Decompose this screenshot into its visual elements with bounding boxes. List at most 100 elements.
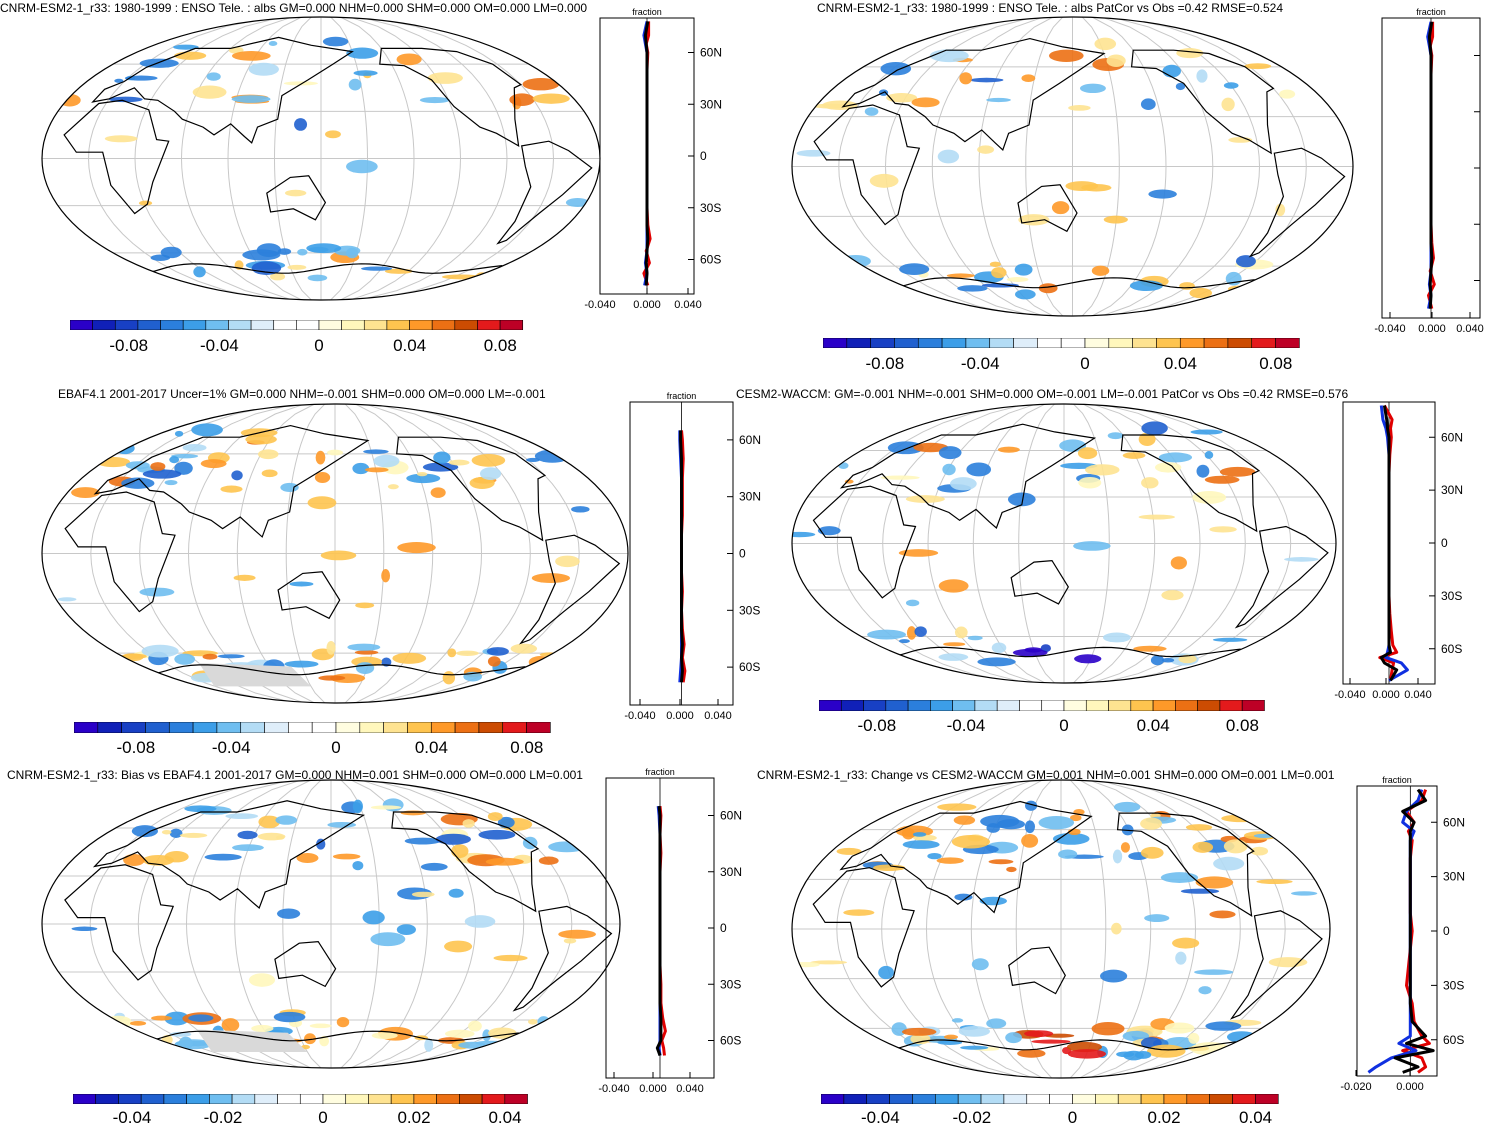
zonal-series-3 — [643, 21, 650, 286]
colorbar-tick-label: -0.08 — [116, 738, 156, 757]
colorbar-swatch — [819, 700, 842, 711]
colorbar-swatch — [168, 722, 194, 733]
colorbar-swatch — [866, 1094, 890, 1104]
zonal-x-tick-label: 0.040 — [1456, 323, 1484, 335]
masked-antarctica — [196, 1029, 308, 1052]
colorbar-tick-label: 0.02 — [1147, 1108, 1181, 1127]
colorbar-swatch — [870, 338, 895, 348]
colorbar-swatch — [121, 722, 146, 733]
panel-title: CNRM-ESM2-1_r33: Change vs CESM2-WACCM G… — [757, 768, 1335, 782]
colorbar-tick-label: -0.08 — [857, 716, 897, 735]
map — [791, 779, 1331, 1079]
colorbar-swatch — [1241, 700, 1265, 711]
graticule — [42, 404, 628, 703]
map — [791, 16, 1354, 317]
latitude-label: 30S — [700, 201, 721, 215]
colorbar-swatch — [889, 1094, 913, 1104]
colorbar-tick-label: 0 — [331, 738, 341, 757]
colorbar-tick-label: 0 — [1067, 1108, 1078, 1127]
zonal-frame — [605, 777, 715, 1079]
colorbar-tick-label: -0.08 — [109, 336, 149, 355]
masked-antarctica — [198, 663, 311, 687]
colorbar-swatch — [1037, 338, 1062, 348]
latitude-label: 30S — [720, 977, 741, 991]
colorbar-swatch — [980, 1094, 1005, 1104]
colorbar-swatch — [273, 320, 297, 330]
colorbar-swatch — [1060, 338, 1086, 348]
colorbar-swatch — [1179, 338, 1205, 348]
colorbar-swatch — [974, 700, 998, 711]
zonal-series-2 — [1379, 405, 1409, 682]
colorbar-swatch — [1175, 700, 1198, 711]
colorbar-swatch — [1209, 1094, 1233, 1104]
panel-title: CESM2-WACCM: GM=-0.001 NHM=-0.001 SHM=0.… — [736, 387, 1349, 401]
colorbar-swatch — [952, 700, 976, 711]
colorbar-swatch — [1255, 1094, 1279, 1104]
zonal-series-1 — [1378, 404, 1399, 681]
colorbar-swatch — [1019, 700, 1043, 711]
zonal-frame — [629, 401, 734, 706]
colorbar-swatch — [526, 722, 551, 733]
zonal-series-3 — [1393, 788, 1435, 1074]
latitude-label: 30N — [1443, 870, 1465, 884]
zonal-x-tick-label: 0.040 — [676, 1083, 704, 1095]
colorbar-swatch — [74, 722, 99, 733]
latitude-label: 60N — [1441, 430, 1463, 444]
colorbar-swatch — [73, 1094, 97, 1104]
colorbar-swatch — [502, 722, 527, 733]
zonal-x-tick-label: -0.040 — [1334, 689, 1365, 701]
colorbar-swatch — [1117, 1094, 1142, 1104]
colorbar-swatch — [1251, 338, 1276, 348]
colorbar-swatch — [1186, 1094, 1210, 1104]
colorbar-swatch — [1041, 700, 1065, 711]
colorbar-swatch — [935, 1094, 959, 1104]
latitude-label: 30N — [739, 490, 761, 504]
latitude-label: 60N — [1443, 815, 1465, 829]
coastlines — [813, 37, 1346, 289]
colorbar-tick-label: 0 — [314, 336, 324, 355]
map — [41, 16, 601, 301]
zonal-x-tick-label: 0.000 — [666, 710, 694, 722]
colorbar-swatch — [1085, 700, 1109, 711]
colorbar-tick-label: -0.04 — [211, 738, 251, 757]
zonal-frame — [599, 17, 695, 295]
zonal-title: fraction — [667, 391, 697, 401]
colorbar-swatch — [885, 700, 909, 711]
colorbar-tick-label: -0.08 — [865, 354, 905, 373]
colorbar-swatch — [359, 722, 384, 733]
colorbar-swatch — [311, 722, 337, 733]
colorbar-swatch — [1130, 700, 1154, 711]
zonal-title: fraction — [1416, 7, 1446, 17]
colorbar-swatch — [296, 320, 320, 330]
zonal-series-3 — [679, 430, 684, 683]
colorbar-swatch — [917, 338, 943, 348]
map — [791, 403, 1337, 684]
colorbar-swatch — [182, 320, 207, 330]
panel-title: CNRM-ESM2-1_r33: 1980-1999 : ENSO Tele. … — [817, 1, 1283, 15]
colorbar-swatch — [335, 722, 361, 733]
colorbar-swatch — [504, 1094, 528, 1104]
colorbar-swatch — [95, 1094, 119, 1104]
colorbar-swatch — [499, 320, 524, 330]
latitude-label: 60S — [700, 253, 721, 267]
colorbar-swatch — [264, 722, 289, 733]
colorbar-tick-label: -0.02 — [952, 1108, 992, 1127]
zonal-series-3 — [1379, 405, 1399, 682]
zonal-series-1 — [680, 430, 687, 683]
colorbar-swatch — [1219, 700, 1243, 711]
colorbar-tick-label: 0.04 — [393, 336, 427, 355]
colorbar-swatch — [863, 700, 887, 711]
colorbar-swatch — [240, 722, 265, 733]
latitude-label: 0 — [700, 149, 707, 163]
colorbar — [821, 1094, 1279, 1104]
colorbar-swatch — [192, 722, 218, 733]
zonal-series-1 — [1401, 789, 1431, 1074]
colorbar-swatch — [322, 1094, 347, 1104]
zonal-series-2 — [1426, 21, 1433, 309]
colorbar-swatch — [1156, 338, 1181, 348]
colorbar-swatch — [277, 1094, 301, 1104]
colorbar-swatch — [163, 1094, 187, 1104]
colorbar-swatch — [478, 722, 504, 733]
latitude-label: 30N — [720, 865, 742, 879]
coastlines — [64, 424, 621, 676]
